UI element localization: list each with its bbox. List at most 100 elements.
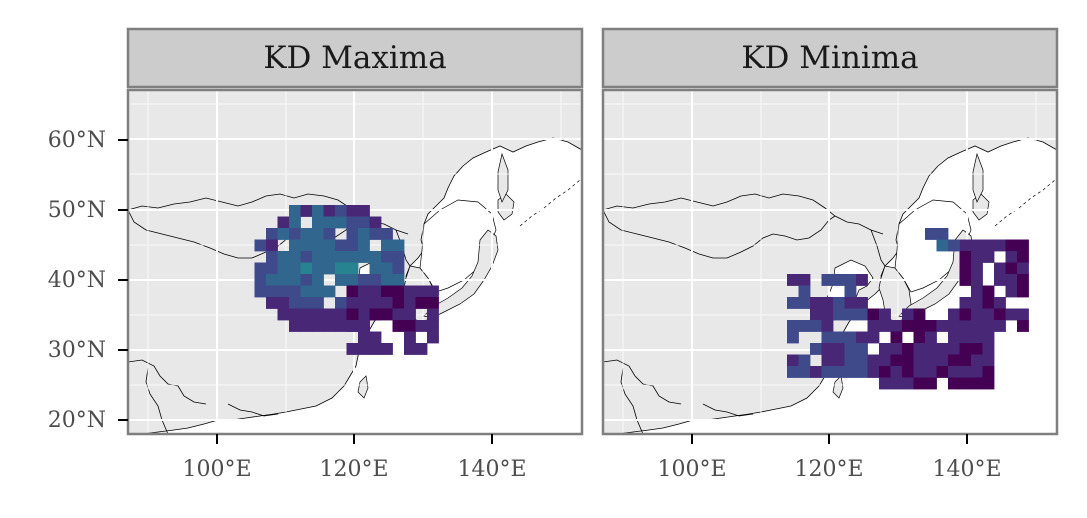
density-cell: [427, 332, 439, 344]
density-cell: [289, 263, 301, 275]
density-cell: [347, 228, 359, 240]
density-cell: [278, 297, 290, 309]
density-cell: [255, 240, 267, 252]
density-cell: [856, 274, 868, 286]
density-cell: [960, 332, 972, 344]
density-cell: [948, 355, 960, 367]
density-cell: [393, 274, 405, 286]
density-cell: [914, 309, 926, 321]
density-cell: [937, 228, 949, 240]
density-cell: [833, 309, 845, 321]
density-cell: [902, 320, 914, 332]
density-cell: [289, 286, 301, 298]
density-cell: [255, 263, 267, 275]
density-cell: [925, 378, 937, 390]
density-cell: [381, 240, 393, 252]
density-cell: [404, 332, 416, 344]
density-cell: [868, 332, 880, 344]
density-cell: [427, 286, 439, 298]
density-cell: [381, 309, 393, 321]
density-cell: [891, 320, 903, 332]
density-cell: [324, 217, 336, 229]
density-cell: [925, 343, 937, 355]
density-cell: [312, 251, 324, 263]
density-cell: [266, 286, 278, 298]
strip-title: KD Minima: [741, 40, 918, 76]
density-cell: [335, 263, 347, 275]
density-cell: [301, 297, 313, 309]
density-cell: [358, 286, 370, 298]
density-cell: [833, 297, 845, 309]
density-cell: [983, 286, 995, 298]
density-cell: [347, 343, 359, 355]
density-cell: [370, 297, 382, 309]
density-cell: [891, 355, 903, 367]
density-cell: [255, 274, 267, 286]
density-cell: [902, 378, 914, 390]
density-cell: [335, 320, 347, 332]
density-cell: [301, 228, 313, 240]
density-cell: [301, 251, 313, 263]
density-cell: [833, 343, 845, 355]
density-cell: [799, 274, 811, 286]
x-axis-right: 100°E 120°E 140°E: [657, 434, 1001, 482]
density-cell: [312, 205, 324, 217]
density-cell: [960, 309, 972, 321]
density-cell: [845, 297, 857, 309]
density-cell: [278, 309, 290, 321]
density-cell: [381, 297, 393, 309]
density-cell: [370, 343, 382, 355]
density-cell: [404, 297, 416, 309]
density-cell: [983, 320, 995, 332]
density-cell: [324, 263, 336, 275]
density-cell: [427, 309, 439, 321]
density-cell: [833, 366, 845, 378]
density-cell: [312, 274, 324, 286]
density-cell: [868, 355, 880, 367]
x-tick-label: 100°E: [657, 457, 726, 482]
density-cell: [370, 309, 382, 321]
density-cell: [914, 355, 926, 367]
density-cell: [845, 274, 857, 286]
density-cell: [289, 240, 301, 252]
density-cell: [822, 274, 834, 286]
y-tick-label: 30°N: [48, 338, 106, 363]
density-cell: [347, 274, 359, 286]
density-cell: [856, 343, 868, 355]
density-cell: [289, 297, 301, 309]
density-cell: [312, 228, 324, 240]
density-cell: [994, 240, 1006, 252]
density-cell: [324, 320, 336, 332]
density-cell: [891, 343, 903, 355]
density-cell: [971, 263, 983, 275]
density-cell: [971, 332, 983, 344]
density-cell: [914, 366, 926, 378]
x-tick-label: 120°E: [319, 457, 388, 482]
density-cell: [266, 274, 278, 286]
y-axis: 60°N 50°N 40°N 30°N 20°N: [48, 128, 128, 433]
density-cell: [971, 240, 983, 252]
density-cell: [960, 366, 972, 378]
density-cell: [937, 320, 949, 332]
density-cell: [810, 343, 822, 355]
density-cell: [278, 263, 290, 275]
density-cell: [879, 320, 891, 332]
density-cell: [971, 274, 983, 286]
density-cell: [416, 320, 428, 332]
density-cell: [358, 309, 370, 321]
density-cell: [914, 332, 926, 344]
density-cell: [960, 240, 972, 252]
density-cell: [983, 343, 995, 355]
density-cell: [914, 343, 926, 355]
density-cell: [891, 366, 903, 378]
density-cell: [914, 378, 926, 390]
density-cell: [358, 320, 370, 332]
density-cell: [983, 297, 995, 309]
density-cell: [289, 251, 301, 263]
density-cell: [799, 355, 811, 367]
density-cell: [266, 297, 278, 309]
density-cell: [370, 332, 382, 344]
density-cell: [960, 251, 972, 263]
density-cell: [891, 332, 903, 344]
y-tick-label: 60°N: [48, 128, 106, 153]
